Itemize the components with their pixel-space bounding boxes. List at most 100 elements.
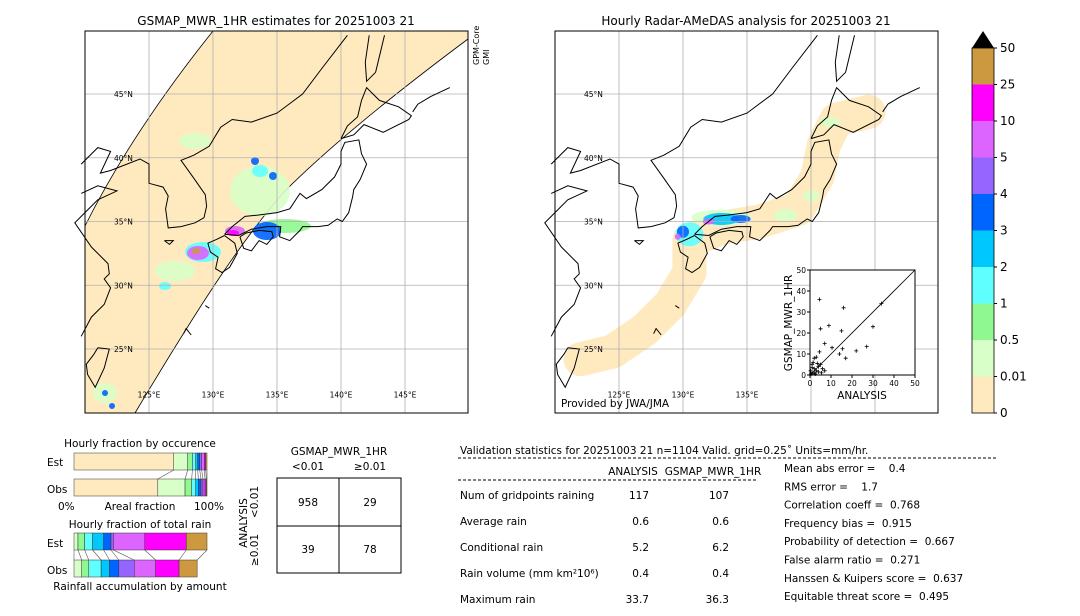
coastline [882, 87, 921, 113]
contingency-col-title: GSMAP_MWR_1HR [291, 446, 387, 458]
coastline [207, 235, 238, 274]
colorbar-segment [972, 84, 994, 121]
x-tick-label: 0 [808, 379, 813, 388]
coastline [544, 185, 589, 337]
coastline [634, 240, 645, 246]
longitude-label: 125°E [138, 390, 161, 399]
occurrence-obs-label: Obs [47, 484, 67, 496]
stat-label: Conditional rain [460, 542, 543, 554]
occurrence-xlabel: Areal fraction [105, 501, 176, 513]
bar-connector [103, 549, 110, 561]
colorbar-segment [972, 230, 994, 267]
contingency-col-label-2: ≥0.01 [354, 461, 386, 473]
scatter-point [818, 362, 823, 367]
scatter-point [815, 361, 820, 366]
scatter-point [864, 344, 869, 349]
bar-segment [198, 478, 202, 497]
map-credit: Provided by JWA/JMA [561, 398, 670, 410]
scatter-point [819, 370, 824, 375]
score-line: Probability of detection = 0.667 [784, 536, 955, 548]
contingency-row-label-1: <0.01 [249, 486, 261, 518]
colorbar-label: 0 [1000, 406, 1008, 420]
x-tick-label: 50 [910, 379, 920, 388]
scatter-xlabel: ANALYSIS [837, 390, 887, 402]
colorbar-label: 25 [1000, 78, 1015, 92]
score-line: Mean abs error = 0.4 [784, 463, 906, 475]
bar-connector [110, 549, 120, 561]
bar-segment [73, 452, 174, 471]
coastline [239, 229, 274, 252]
coastline [205, 305, 210, 309]
contingency-row-label-2: ≥0.01 [249, 534, 261, 566]
colorbar-label: 50 [1000, 41, 1015, 55]
coastline [709, 229, 744, 252]
score-line: Frequency bias = 0.915 [784, 518, 912, 530]
bar-segment [73, 559, 82, 578]
coastline [340, 86, 413, 140]
bar-segment [118, 559, 135, 578]
bar-connector [144, 549, 156, 561]
bar-connector [199, 469, 202, 480]
occurrence-title: Hourly fraction by occurence [64, 438, 216, 450]
bar-segment [195, 452, 198, 471]
coastline [555, 347, 580, 389]
stat-analysis-value: 33.7 [626, 594, 649, 606]
bar-segment [192, 452, 196, 471]
bar-segment [178, 559, 198, 578]
colorbar-label: 10 [1000, 114, 1015, 128]
bar-segment [144, 532, 187, 551]
rain-area [251, 157, 259, 165]
rain-area [159, 282, 171, 290]
bar-connector [84, 549, 90, 561]
colorbar-segment [972, 194, 994, 231]
bar-segment [81, 559, 90, 578]
bar-segment [84, 532, 93, 551]
validation-table: Num of gridpoints raining 117 107 Average r… [460, 490, 729, 606]
stat-label: Maximum rain [460, 594, 535, 606]
scatter-point [817, 349, 822, 354]
rain-area [192, 248, 200, 254]
coastline [834, 35, 855, 83]
bar-segment [109, 559, 120, 578]
contingency-cell: 78 [363, 544, 376, 556]
colorbar-segment [972, 121, 994, 158]
scatter-point [816, 369, 821, 374]
x-tick-label: 20 [847, 379, 857, 388]
colorbar-label: 0.01 [1000, 370, 1027, 384]
longitude-label: 135°E [736, 390, 759, 399]
bar-connector [205, 469, 207, 480]
scatter-point [811, 360, 816, 365]
scatter-point [843, 356, 848, 361]
rain-area [269, 172, 277, 180]
bar-segment [200, 478, 204, 497]
scatter-point [826, 323, 831, 328]
bar-segment [197, 452, 200, 471]
stat-analysis-value: 117 [629, 490, 649, 502]
bar-segment [133, 559, 156, 578]
stat-label: Average rain [460, 516, 527, 528]
rain-area [674, 233, 681, 240]
bar-connector [197, 469, 199, 480]
scatter-point [818, 326, 823, 331]
coastline [364, 35, 385, 83]
validation-header: Validation statistics for 20251003 21 n=… [460, 445, 868, 457]
scatter-point [839, 328, 844, 333]
latitude-label: 30°N [584, 281, 603, 290]
contingency-cell: 39 [301, 544, 314, 556]
y-tick-label: 40 [796, 287, 806, 296]
latitude-label: 45°N [584, 90, 603, 99]
latitude-label: 45°N [114, 90, 133, 99]
bar-segment [73, 532, 79, 551]
left-map-title: GSMAP_MWR_1HR estimates for 20251003 21 [137, 14, 414, 28]
scatter-point [837, 352, 842, 356]
colorbar: 0 0.01 0.5 1 2 3 4 5 10 25 50 [971, 31, 1027, 420]
longitude-label: 130°E [672, 390, 695, 399]
longitude-label: 135°E [266, 390, 289, 399]
scatter-point [817, 297, 822, 302]
bar-connector [204, 469, 206, 480]
latitude-label: 35°N [584, 218, 603, 227]
radar-coverage [563, 94, 886, 377]
bar-segment [103, 532, 112, 551]
map-frame [554, 30, 939, 414]
